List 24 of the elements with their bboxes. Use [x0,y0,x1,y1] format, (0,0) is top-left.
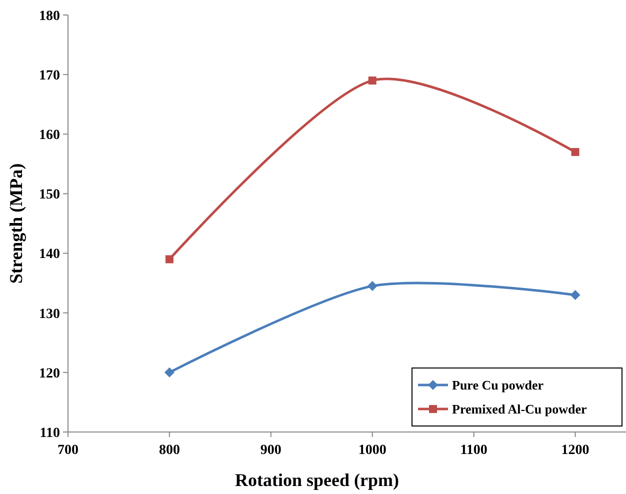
point [368,76,376,85]
y-tick-label: 170 [39,68,60,84]
x-tick-label: 1000 [358,443,386,458]
x-tick-label: 700 [58,443,78,458]
point [571,148,580,156]
y-tick-label: 160 [39,128,60,144]
x-tick-label: 1100 [460,443,488,458]
y-tick-label: 120 [39,366,60,382]
y-tick-label: 180 [39,8,60,24]
x-axis-title: Rotation speed (rpm) [235,470,399,490]
point [570,290,580,300]
x-tick-label: 900 [260,443,282,458]
y-tick-label: 140 [39,247,60,262]
y-tick-label: 130 [39,306,60,322]
x-tick-label: 1200 [561,443,590,458]
legend-label: Pure Cu powder [452,378,544,393]
point [367,281,378,292]
x-tick-label: 800 [158,443,180,458]
point [165,255,174,264]
y-tick-label: 110 [40,426,60,441]
point [164,367,174,378]
y-tick-label: 150 [39,188,60,203]
y-axis-title: Strength (MPa) [6,163,26,284]
legend-label: Premixed Al-Cu powder [452,402,588,417]
